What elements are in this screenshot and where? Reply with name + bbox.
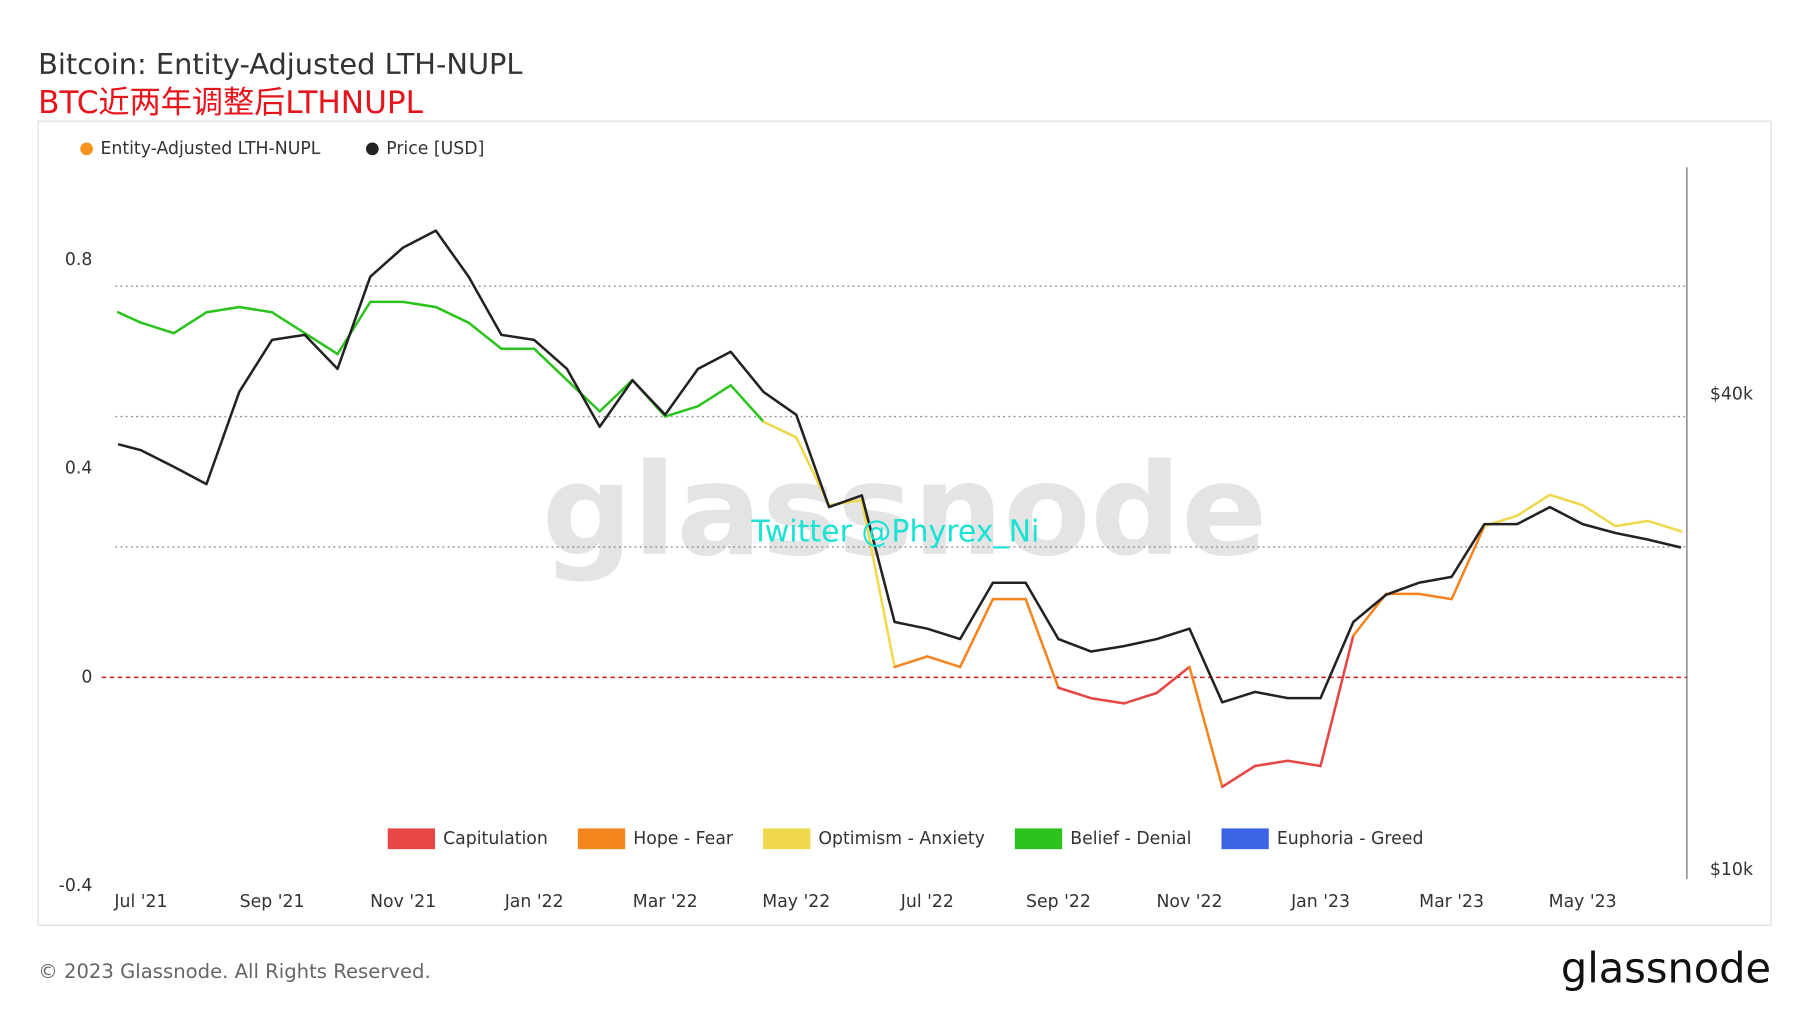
y-tick-label: 0 <box>81 667 92 687</box>
nupl-segment <box>1155 665 1191 695</box>
annotation: Twitter @Phyrex_Ni <box>750 515 1039 550</box>
nupl-segment <box>172 311 208 335</box>
nupl-segment <box>270 311 307 335</box>
legend-label: Price [USD] <box>386 139 484 159</box>
nupl-segment <box>434 305 470 324</box>
nupl-segment <box>762 420 798 439</box>
nupl-segment <box>238 305 274 314</box>
zone-legend-label: Hope - Fear <box>633 829 734 849</box>
zone-legend-label: Euphoria - Greed <box>1277 829 1424 849</box>
nupl-segment <box>729 384 765 424</box>
nupl-segment <box>1220 764 1257 789</box>
nupl-segment <box>893 655 929 669</box>
nupl-segment <box>532 347 569 382</box>
x-tick-label: Nov '21 <box>370 892 436 912</box>
zone-legend-label: Capitulation <box>443 829 548 849</box>
nupl-segment <box>1188 665 1224 789</box>
nupl-segment <box>401 300 438 309</box>
nupl-segment <box>1319 634 1355 768</box>
nupl-segment <box>467 321 503 351</box>
nupl-segment <box>958 597 995 669</box>
nupl-segment <box>1024 597 1060 690</box>
y-tick-label: 0.8 <box>65 250 93 270</box>
x-tick-label: Jul '22 <box>900 892 954 912</box>
footer-copyright: © 2023 Glassnode. All Rights Reserved. <box>38 960 431 983</box>
nupl-segment <box>1057 686 1093 700</box>
nupl-segment <box>139 321 176 335</box>
nupl-segment <box>1581 503 1617 528</box>
nupl-segment <box>1089 696 1126 705</box>
chart-title: Bitcoin: Entity-Adjusted LTH-NUPL <box>38 47 522 81</box>
watermark: glassnode <box>542 436 1268 584</box>
nupl-segment <box>205 305 241 314</box>
nupl-segment <box>860 498 896 669</box>
zone-legend-swatch <box>1014 828 1063 850</box>
y2-tick-label: $40k <box>1710 384 1753 404</box>
nupl-segment <box>336 300 372 356</box>
footer-logo: glassnode <box>1561 943 1771 992</box>
nupl-segment <box>1614 519 1650 528</box>
chart-frame <box>37 120 1772 926</box>
nupl-segment <box>1253 759 1290 768</box>
zone-legend-swatch <box>387 828 436 850</box>
legend-marker <box>366 142 379 156</box>
nupl-segment <box>1286 759 1322 768</box>
nupl-segment <box>1450 524 1486 601</box>
x-tick-label: Jan '22 <box>504 892 564 912</box>
y-tick-label: 0.4 <box>65 459 93 479</box>
x-tick-label: Jan '23 <box>1290 892 1350 912</box>
x-tick-label: Jul '21 <box>113 892 167 912</box>
x-tick-label: Nov '22 <box>1156 892 1222 912</box>
y2-tick-label: $10k <box>1710 860 1753 880</box>
nupl-segment <box>696 384 733 408</box>
nupl-segment <box>1515 493 1552 517</box>
zone-legend-label: Belief - Denial <box>1070 829 1191 849</box>
legend-marker <box>80 142 93 156</box>
zone-legend-swatch <box>577 828 626 850</box>
x-tick-label: Mar '22 <box>633 892 698 912</box>
nupl-segment <box>598 378 634 413</box>
nupl-segment <box>1646 519 1683 533</box>
nupl-segment <box>1548 493 1584 507</box>
legend-label: Entity-Adjusted LTH-NUPL <box>100 139 320 159</box>
zone-legend-swatch <box>763 828 811 850</box>
nupl-segment <box>1122 691 1158 705</box>
price-line <box>117 229 1682 704</box>
nupl-segment <box>663 404 700 418</box>
chart-subtitle: BTC近两年调整后LTHNUPL <box>38 85 424 121</box>
nupl-segment <box>303 331 339 356</box>
nupl-segment <box>926 655 962 669</box>
x-tick-label: Sep '21 <box>240 892 305 912</box>
x-tick-label: Mar '23 <box>1419 892 1484 912</box>
x-tick-label: May '22 <box>762 892 830 912</box>
y-tick-label: -0.4 <box>59 876 93 896</box>
x-tick-label: Sep '22 <box>1026 892 1091 912</box>
zone-legend-swatch <box>1221 828 1269 850</box>
nupl-segment <box>1417 592 1453 601</box>
nupl-segment <box>116 311 143 324</box>
x-tick-label: May '23 <box>1549 892 1617 912</box>
zone-legend-label: Optimism - Anxiety <box>818 829 984 849</box>
